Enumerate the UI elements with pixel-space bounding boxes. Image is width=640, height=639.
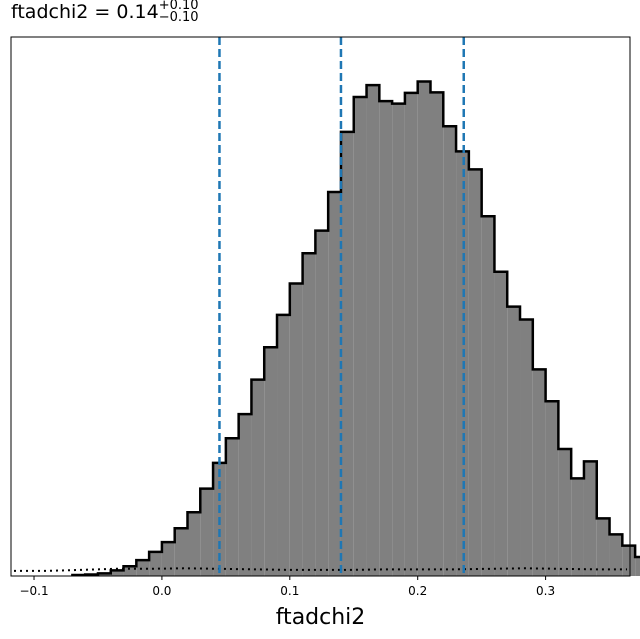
histogram-bar (545, 401, 559, 576)
histogram-bar (264, 347, 278, 576)
histogram-bar (532, 369, 546, 576)
histogram-bar (571, 478, 584, 576)
title-value: 0.14 (116, 1, 159, 23)
histogram-bar (353, 96, 367, 577)
histogram-bar (277, 314, 290, 576)
histogram-bar (97, 573, 111, 576)
histogram-outline (71, 80, 640, 577)
title-lower-error: −0.10 (158, 10, 199, 25)
histogram-bar (238, 414, 252, 576)
histogram-bar (596, 518, 610, 576)
title-upper-error: +0.10 (158, 0, 199, 13)
histogram-bar (622, 545, 636, 576)
histogram-bar (251, 379, 265, 576)
histogram-bar (136, 560, 150, 576)
histogram-bar (635, 556, 640, 576)
histogram-bar (379, 101, 393, 577)
histogram-bar (225, 438, 239, 576)
histogram-bar (443, 126, 457, 576)
histogram-bar (161, 542, 175, 576)
x-tick-label: 0.3 (536, 584, 555, 598)
histogram-bar (340, 131, 354, 577)
histogram-bar (302, 253, 316, 576)
histogram-bar (187, 512, 201, 576)
histogram-bar (366, 85, 380, 576)
histogram-bar (200, 488, 214, 576)
axes-frame (10, 36, 631, 577)
x-tick-label: 0.0 (152, 584, 171, 598)
title-param: ftadchi2 (11, 1, 89, 23)
x-tick-label: −0.1 (19, 584, 48, 598)
histogram-bar (609, 534, 623, 576)
histogram-bar (392, 103, 405, 576)
dotted-prior-curve (14, 567, 627, 572)
histogram-bar (417, 81, 431, 577)
histogram-bar (468, 169, 482, 576)
histogram-bar (456, 151, 469, 576)
histogram-bar (430, 92, 444, 577)
x-tick-label: 0.1 (280, 584, 299, 598)
histogram-bar (110, 570, 124, 576)
plot-area (14, 37, 640, 577)
histogram-bar (123, 566, 137, 576)
histogram-bar (558, 449, 572, 576)
x-axis-label: ftadchi2 (276, 605, 366, 630)
x-tick-label: 0.2 (408, 584, 427, 598)
title-errors: +0.10 −0.10 (158, 0, 207, 24)
x-axis-ticks: −0.1 0.0 0.1 0.2 0.3 (19, 576, 555, 598)
histogram-bar (289, 283, 303, 576)
histogram-bar (481, 216, 495, 576)
histogram-bar (328, 192, 341, 577)
histogram-bar (494, 271, 508, 576)
histogram-bar (315, 230, 329, 577)
histogram-bar (583, 461, 597, 576)
chart-title: ftadchi2 = 0.14 +0.10 −0.10 (11, 0, 207, 24)
histogram-bar (174, 528, 188, 576)
histogram-bar (404, 92, 418, 576)
histogram-bar (520, 319, 533, 576)
histogram-bar (149, 551, 162, 576)
histogram-bar (507, 306, 521, 576)
